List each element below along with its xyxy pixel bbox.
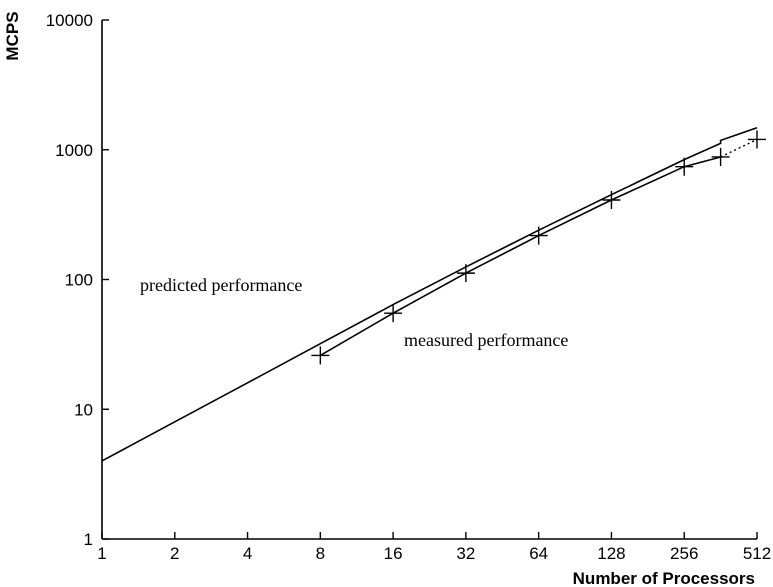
measured-point-362 [711, 147, 730, 166]
x-tick-label-16: 16 [384, 544, 403, 563]
measured-point-8 [311, 346, 330, 365]
measured-performance-line [319, 156, 721, 357]
measured-point-256 [675, 157, 694, 176]
y-tick-label-100: 100 [65, 271, 93, 290]
x-tick-label-512: 512 [743, 544, 771, 563]
y-tick-label-1: 1 [84, 530, 93, 549]
predicted-performance-label: predicted performance [140, 275, 302, 295]
measured-performance-label: measured performance [404, 330, 568, 350]
predicted-performance-line [101, 126, 758, 462]
x-tick-label-128: 128 [597, 544, 625, 563]
measured-point-32 [456, 264, 475, 283]
x-tick-label-4: 4 [243, 544, 252, 563]
series-layer [101, 126, 766, 462]
measured-point-128 [602, 190, 621, 209]
x-axis-title: Number of Processors [573, 569, 755, 587]
measured-performance-dotted-segment [720, 138, 758, 158]
x-tick-label-64: 64 [529, 544, 548, 563]
tick-marks [101, 19, 758, 540]
measured-point-512 [748, 130, 766, 149]
x-tick-label-32: 32 [456, 544, 475, 563]
x-tick-label-8: 8 [316, 544, 325, 563]
y-tick-label-1000: 1000 [55, 141, 93, 160]
measured-point-64 [529, 226, 548, 245]
x-tick-label-2: 2 [170, 544, 179, 563]
y-tick-label-10000: 10000 [46, 11, 93, 30]
y-tick-label-10: 10 [74, 400, 93, 419]
x-tick-label-1: 1 [97, 544, 106, 563]
measured-point-16 [384, 304, 403, 323]
x-tick-label-256: 256 [670, 544, 698, 563]
y-axis-title: MCPS [3, 11, 22, 60]
tick-labels: 1 2 4 8 16 32 64 128 256 512 1 10 100 1000 10000 [46, 11, 771, 563]
